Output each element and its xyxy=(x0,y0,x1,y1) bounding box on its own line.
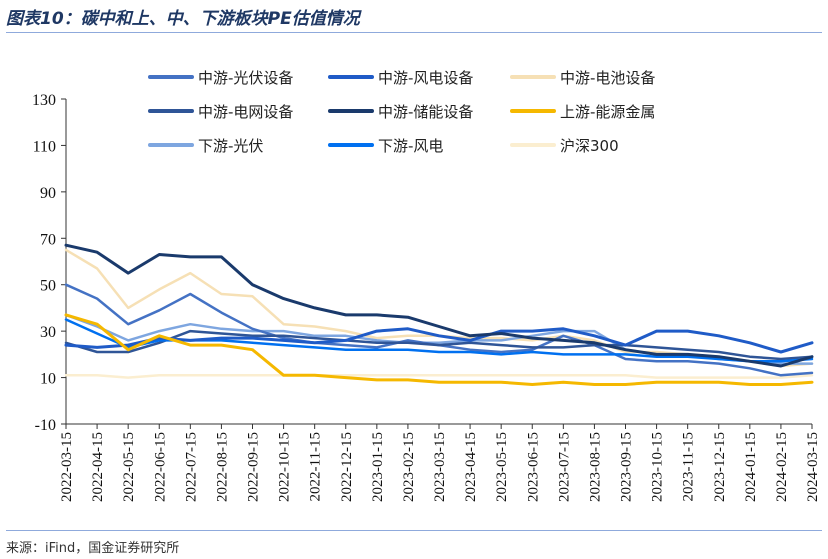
y-tick-label: 90 xyxy=(40,185,56,202)
x-tick-label: 2022-05-15 xyxy=(121,432,137,502)
legend-label: 下游-风电 xyxy=(378,137,443,155)
series-line xyxy=(64,313,814,386)
x-tick-label: 2024-03-15 xyxy=(805,432,821,502)
x-tick-label: 2023-08-15 xyxy=(587,432,603,502)
x-axis: 2022-03-15 2022-04-15 2022-05-15 2022-06-15… xyxy=(59,423,821,502)
legend-label: 沪深300 xyxy=(560,137,619,155)
x-tick-label: 2023-03-15 xyxy=(432,432,448,502)
legend-label: 上游-能源金属 xyxy=(560,103,655,121)
legend-label: 下游-光伏 xyxy=(198,137,263,155)
series-line xyxy=(64,327,814,354)
y-tick-label: 10 xyxy=(40,371,56,388)
x-tick-label: 2022-10-15 xyxy=(277,432,293,502)
title-divider xyxy=(6,32,822,33)
x-tick-label: 2023-09-15 xyxy=(619,432,635,502)
legend-label: 中游-电网设备 xyxy=(198,103,293,121)
x-tick-label: 2022-08-15 xyxy=(214,432,230,502)
x-tick-label: 2023-11-15 xyxy=(681,432,697,501)
x-tick-label: 2022-12-15 xyxy=(339,432,355,502)
y-tick-label: 130 xyxy=(32,92,56,109)
x-tick-label: 2022-11-15 xyxy=(308,432,324,501)
series-line xyxy=(64,374,814,379)
source-note: 来源：iFind，国金证券研究所 xyxy=(6,541,180,556)
x-tick-label: 2024-02-15 xyxy=(774,432,790,502)
x-tick-label: 2022-09-15 xyxy=(246,432,262,502)
chart-title: 图表10：碳中和上、中、下游板块PE估值情况 xyxy=(6,9,360,29)
x-tick-label: 2023-02-15 xyxy=(401,432,417,502)
x-tick-label: 2024-01-15 xyxy=(743,432,759,502)
x-tick-label: 2022-07-15 xyxy=(183,432,199,502)
x-tick-label: 2022-06-15 xyxy=(152,432,168,502)
legend-label: 中游-光伏设备 xyxy=(198,69,293,87)
y-tick-label: 30 xyxy=(40,324,56,341)
x-tick-label: 2022-03-15 xyxy=(59,432,75,502)
y-tick-label: 110 xyxy=(33,138,56,155)
y-tick-label: -10 xyxy=(35,417,56,434)
x-tick-label: 2023-05-15 xyxy=(494,432,510,502)
legend-label: 中游-储能设备 xyxy=(378,103,473,121)
plot-area xyxy=(64,243,814,386)
legend-label: 中游-风电设备 xyxy=(378,69,473,87)
x-tick-label: 2023-12-15 xyxy=(712,432,728,502)
x-tick-label: 2022-04-15 xyxy=(90,432,106,502)
source-divider xyxy=(6,530,822,531)
series-line xyxy=(64,329,814,361)
x-tick-label: 2023-06-15 xyxy=(525,432,541,502)
x-tick-label: 2023-07-15 xyxy=(556,432,572,502)
x-tick-label: 2023-01-15 xyxy=(370,432,386,502)
y-tick-label: 70 xyxy=(40,231,56,248)
x-tick-label: 2023-04-15 xyxy=(463,432,479,502)
legend-label: 中游-电池设备 xyxy=(560,69,655,87)
series-line xyxy=(64,243,814,368)
y-tick-label: 50 xyxy=(40,278,56,295)
x-tick-label: 2023-10-15 xyxy=(650,432,666,502)
series-line xyxy=(64,283,814,377)
y-axis: -10 10 30 50 70 90 110 130 xyxy=(32,92,67,434)
series-line xyxy=(64,248,814,368)
